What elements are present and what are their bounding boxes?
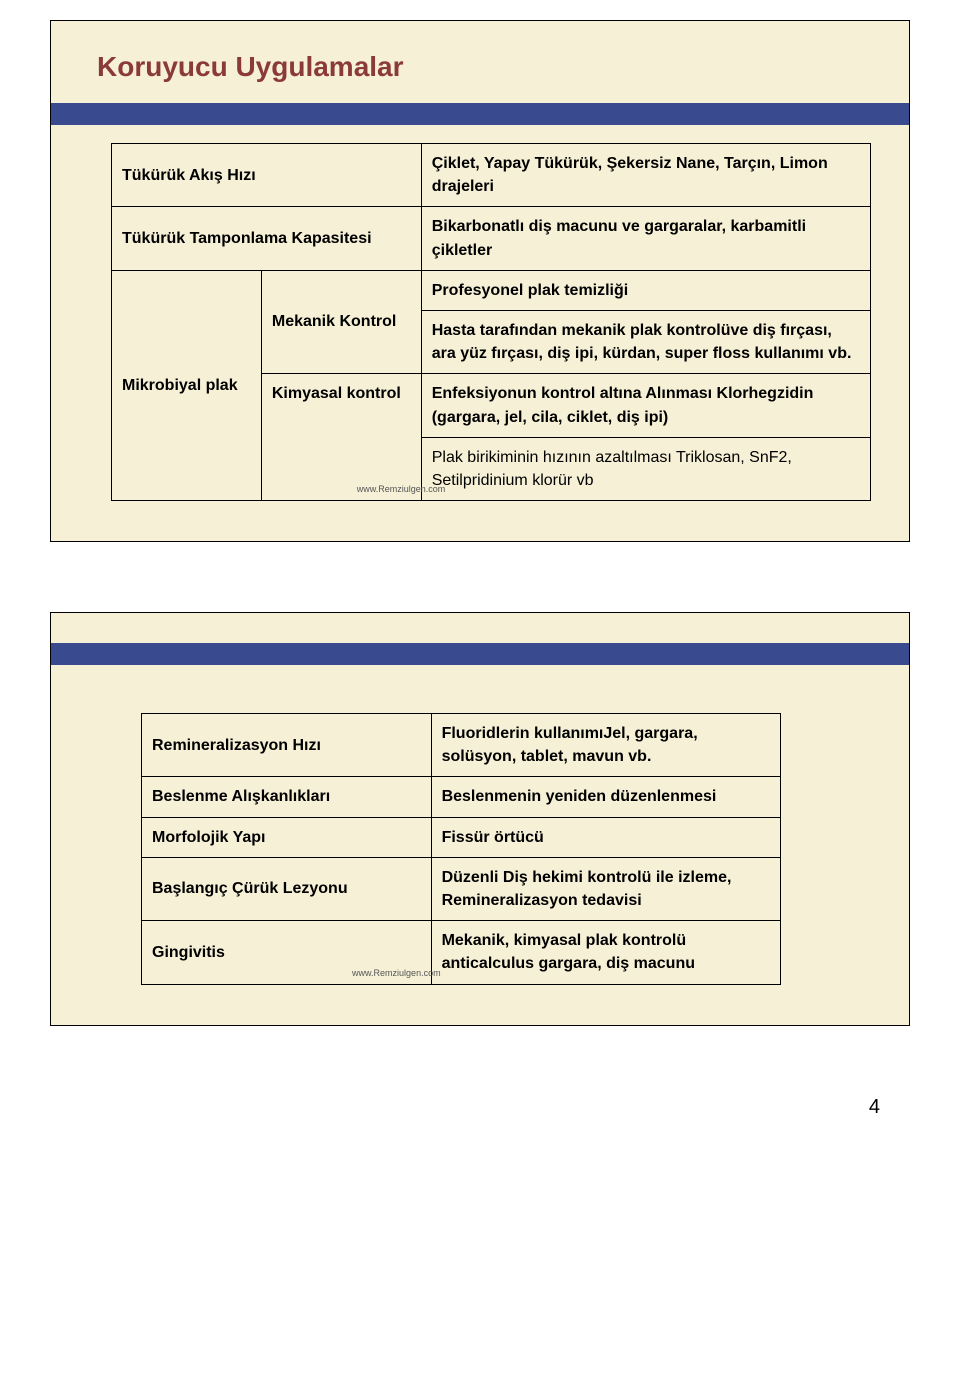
cell-plak-birikim: Plak birikiminin hızının azaltılması Tri…: [421, 437, 870, 500]
cell-bikarbonatli: Bikarbonatlı diş macunu ve gargaralar, k…: [421, 207, 870, 270]
table-row: Morfolojik Yapı Fissür örtücü: [142, 817, 781, 857]
table-row: Gingivitis www.Remziulgen.com Mekanik, k…: [142, 921, 781, 984]
cell-beslenme-duzen: Beslenmenin yeniden düzenlenmesi: [431, 777, 780, 817]
table-row: Tükürük Tamponlama Kapasitesi Bikarbonat…: [112, 207, 871, 270]
cell-gingivitis: Gingivitis www.Remziulgen.com: [142, 921, 432, 984]
cell-mikrobiyal-plak: Mikrobiyal plak: [112, 270, 262, 500]
blue-bar-2: [51, 643, 909, 665]
watermark-2: www.Remziulgen.com: [352, 967, 441, 980]
cell-enfeksiyon: Enfeksiyonun kontrol altına Alınması Klo…: [421, 374, 870, 437]
table-2: Remineralizasyon Hızı Fluoridlerin kulla…: [141, 713, 781, 985]
cell-beslenme: Beslenme Alışkanlıkları: [142, 777, 432, 817]
cell-morfolojik: Morfolojik Yapı: [142, 817, 432, 857]
cell-mekanik-kontrol: Mekanik Kontrol: [261, 270, 421, 374]
cell-baslangic-curuk: Başlangıç Çürük Lezyonu: [142, 857, 432, 920]
table-row: Remineralizasyon Hızı Fluoridlerin kulla…: [142, 714, 781, 777]
table-row: Beslenme Alışkanlıkları Beslenmenin yeni…: [142, 777, 781, 817]
table-row: Başlangıç Çürük Lezyonu Düzenli Diş heki…: [142, 857, 781, 920]
cell-plak-birikim-text: Plak birikiminin hızının azaltılması Tri…: [432, 449, 792, 489]
table-row: Tükürük Akış Hızı Çiklet, Yapay Tükürük,…: [112, 144, 871, 207]
slide-1-title: Koruyucu Uygulamalar: [97, 51, 869, 83]
cell-mekanik-kimyasal: Mekanik, kimyasal plak kontrolü anticalc…: [431, 921, 780, 984]
cell-gingivitis-text: Gingivitis: [152, 944, 225, 961]
slide-1: Koruyucu Uygulamalar Tükürük Akış Hızı Ç…: [50, 20, 910, 542]
cell-kimyasal-kontrol: Kimyasal kontrol: [261, 374, 421, 501]
cell-profesyonel: Profesyonel plak temizliği: [421, 270, 870, 310]
blue-bar-1: [51, 103, 909, 125]
cell-remineralizasyon: Remineralizasyon Hızı: [142, 714, 432, 777]
cell-fluorid: Fluoridlerin kullanımıJel, gargara, solü…: [431, 714, 780, 777]
cell-ciklet: Çiklet, Yapay Tükürük, Şekersiz Nane, Ta…: [421, 144, 870, 207]
watermark-1: www.Remziulgen.com: [357, 483, 446, 496]
slide-2: Remineralizasyon Hızı Fluoridlerin kulla…: [50, 612, 910, 1026]
table-1: Tükürük Akış Hızı Çiklet, Yapay Tükürük,…: [111, 143, 871, 501]
cell-hasta-tarafindan: Hasta tarafından mekanik plak kontrolüve…: [421, 310, 870, 373]
page-number: 4: [50, 1096, 910, 1119]
cell-duzenli-dis: Düzenli Diş hekimi kontrolü ile izleme, …: [431, 857, 780, 920]
page: Koruyucu Uygulamalar Tükürük Akış Hızı Ç…: [0, 0, 960, 1159]
cell-fissur: Fissür örtücü: [431, 817, 780, 857]
cell-tamponlama: Tükürük Tamponlama Kapasitesi: [112, 207, 422, 270]
table-row: Mikrobiyal plak Mekanik Kontrol Profesyo…: [112, 270, 871, 310]
cell-tukuruk-akis: Tükürük Akış Hızı: [112, 144, 422, 207]
